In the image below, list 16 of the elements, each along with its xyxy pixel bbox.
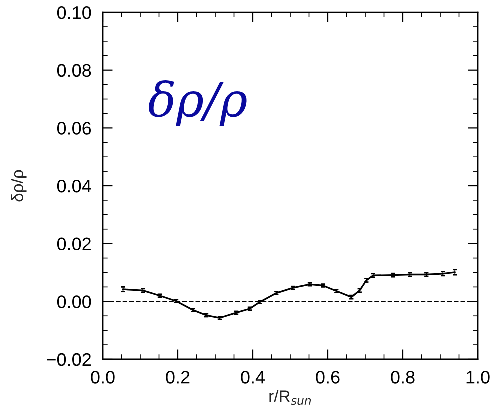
x-tick-label: 0.6 — [316, 371, 340, 384]
x-tick-label: 0.8 — [391, 371, 415, 384]
x-tick-label: 0.4 — [241, 371, 266, 384]
y-tick-label: 0.04 — [57, 180, 92, 193]
x-tick-label: 1.0 — [466, 371, 490, 384]
x-tick-label: 0.2 — [166, 371, 190, 384]
y-tick-label: 0.10 — [57, 6, 92, 20]
y-tick-label: 0.00 — [57, 296, 92, 308]
y-axis-title: δρ/ρ — [11, 170, 27, 202]
y-tick-label: −0.02 — [47, 353, 91, 366]
annotation: δρ/ρ — [148, 80, 247, 126]
y-tick-label: 0.08 — [57, 64, 92, 78]
y-tick-label: 0.06 — [57, 122, 92, 135]
x-tick-label: 0.0 — [91, 371, 115, 384]
x-axis-title: r/R$_{sun}$ — [270, 390, 312, 406]
y-tick-label: 0.02 — [57, 238, 91, 251]
